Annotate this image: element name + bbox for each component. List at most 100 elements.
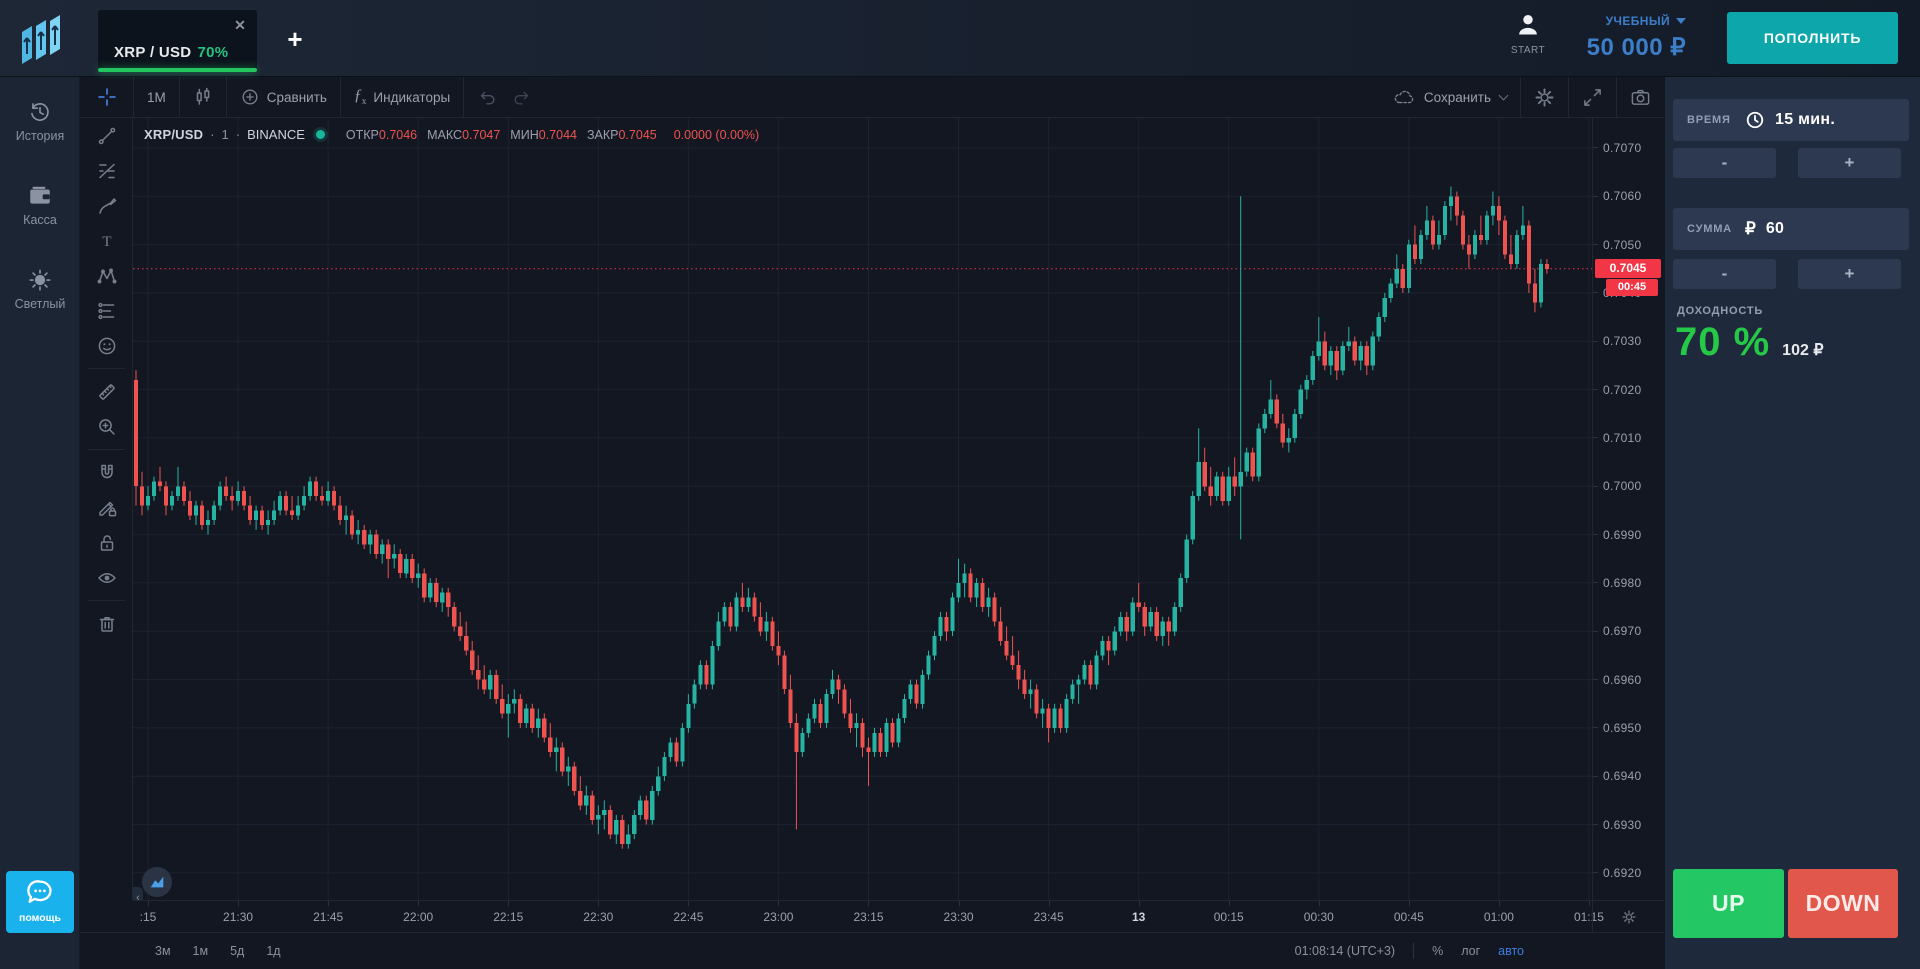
start-tour-button[interactable]: START [1505,12,1551,56]
time-tick [1408,901,1410,906]
time-tick [598,901,600,906]
deposit-button[interactable]: ПОПОЛНИТЬ [1727,12,1898,64]
sidebar-item-label: Светлый [14,297,66,311]
price-tick [1593,485,1598,487]
time-tick [1588,901,1590,906]
range-button-3м[interactable]: 3м [155,944,171,958]
trade-down-button[interactable]: DOWN [1788,869,1898,938]
account-selector[interactable]: УЧЕБНЫЙ 50 000 ₽ [1560,12,1686,62]
trend-line-tool[interactable] [80,118,133,153]
auto-scale-button[interactable]: авто [1498,944,1524,958]
forecast-tool[interactable] [80,293,133,328]
interval-button[interactable]: 1М [134,77,179,117]
ohlc-pair: МИН0.7044 [510,127,577,142]
candles-style-icon [196,87,210,105]
compare-button[interactable]: Сравнить [227,77,340,117]
range-button-1м[interactable]: 1м [192,944,209,958]
percent-scale-button[interactable]: % [1432,944,1444,958]
time-plus-button[interactable]: + [1798,148,1901,178]
price-tick [1593,775,1598,777]
price-axis[interactable]: 0.7045 00:45 0.6920 0.6930 0.6940 0.6950 0.6… [1592,118,1664,900]
price-axis-label: 0.6990 [1603,527,1642,542]
time-tick [958,901,960,906]
sidebar-item-history[interactable]: История [0,87,80,153]
toolbar-group-divider [87,449,125,450]
crosshair-tool-button[interactable] [80,77,133,117]
fib-retracement-tool[interactable] [80,153,133,188]
time-field-label: ВРЕМЯ [1687,114,1731,126]
undo-button[interactable] [464,77,510,117]
amount-minus-button[interactable]: - [1673,259,1776,289]
range-button-5д[interactable]: 5д [230,944,245,958]
screenshot-button[interactable] [1617,77,1664,117]
indicators-fx-icon: ƒx [353,87,367,107]
axis-settings-button[interactable] [1592,900,1664,932]
amount-field[interactable]: СУММА ₽ 60 [1673,208,1909,250]
time-tick [1498,901,1500,906]
xabcd-pattern-tool[interactable] [80,258,133,293]
time-axis-label: 22:00 [403,910,434,924]
collapse-toolbar-handle[interactable]: ‹ [133,887,143,900]
market-status-dot [315,130,325,139]
ohlc-pair: ОТКР0.7046 [345,127,418,142]
help-chat-button[interactable]: помощь [6,871,74,933]
time-axis-label: 22:45 [673,910,704,924]
legend-exchange: BINANCE [247,127,305,142]
ruble-icon: ₽ [1745,219,1756,238]
log-scale-button[interactable]: лог [1461,944,1481,958]
price-axis-label: 0.7030 [1603,334,1642,349]
payout-profit-value: 102 ₽ [1782,342,1824,359]
save-layout-button[interactable]: Сохранить [1380,77,1520,117]
price-axis-label: 0.7010 [1603,430,1642,445]
close-tab-icon[interactable]: ✕ [234,17,246,33]
time-axis-label: 13 [1131,910,1146,924]
trade-panel: ВРЕМЯ 15 мин. - + СУММА ₽ 60 - + ДОХОДНО… [1664,77,1920,969]
remove-drawings-button[interactable] [80,606,133,641]
time-tick [238,901,240,906]
instrument-tab[interactable]: XRP / USD 70% ✕ [98,10,257,72]
candle-countdown-tag: 00:45 [1606,278,1658,296]
add-tab-button[interactable]: + [287,24,303,54]
chart-style-button[interactable] [180,77,226,117]
range-button-1д[interactable]: 1д [266,944,281,958]
scroll-to-recent-button[interactable] [142,867,172,897]
text-tool[interactable]: T [80,223,133,258]
compare-label: Сравнить [266,89,327,105]
clock-timezone-button[interactable]: 01:08:14 (UTC+3) [1294,944,1396,958]
brush-tool[interactable] [80,188,133,223]
time-minus-button[interactable]: - [1673,148,1776,178]
toolbar-separator [133,77,134,117]
drawing-mode-lock-button[interactable] [80,490,133,525]
time-axis-label: 22:30 [583,910,614,924]
time-axis-label: 00:30 [1303,910,1334,924]
amount-plus-button[interactable]: + [1798,259,1901,289]
time-axis-label: 01:15 [1573,910,1604,924]
top-bar: XRP / USD 70% ✕ + START УЧЕБНЫЙ 50 000 ₽ … [0,0,1920,77]
area-chart-icon [150,876,164,888]
save-label: Сохранить [1423,89,1491,105]
legend-separator: · [235,127,241,142]
time-tick [688,901,690,906]
chevron-down-icon [1676,18,1686,24]
measure-ruler-tool[interactable] [80,374,133,409]
time-axis[interactable]: :15 21:30 21:45 22:00 22:15 22:30 22:45 23:00 23… [133,900,1604,932]
price-tick [1593,824,1598,826]
chart-region: 1М Сравнить ƒx Индикаторы [80,77,1664,969]
chart-settings-button[interactable] [1521,77,1568,117]
trade-up-button[interactable]: UP [1673,869,1784,938]
price-axis-label: 0.6950 [1603,720,1642,735]
indicators-button[interactable]: ƒx Индикаторы [341,77,463,117]
lock-all-drawings-button[interactable] [80,525,133,560]
fullscreen-button[interactable] [1569,77,1616,117]
sidebar-item-theme[interactable]: Светлый [0,255,80,321]
zoom-in-tool[interactable] [80,409,133,444]
magnet-mode-button[interactable] [80,455,133,490]
sidebar-item-cashier[interactable]: Касса [0,171,80,237]
time-field[interactable]: ВРЕМЯ 15 мин. [1673,99,1909,141]
redo-button[interactable] [510,77,545,117]
ohlc-pair: ЗАКР0.7045 [586,127,657,142]
hide-all-drawings-button[interactable] [80,560,133,595]
time-tick [1048,901,1050,906]
emoji-tool[interactable] [80,328,133,363]
chart-plot-area[interactable]: XRP/USD · 1 · BINANCE ОТКР0.7046 МАКС0.70… [133,118,1592,900]
